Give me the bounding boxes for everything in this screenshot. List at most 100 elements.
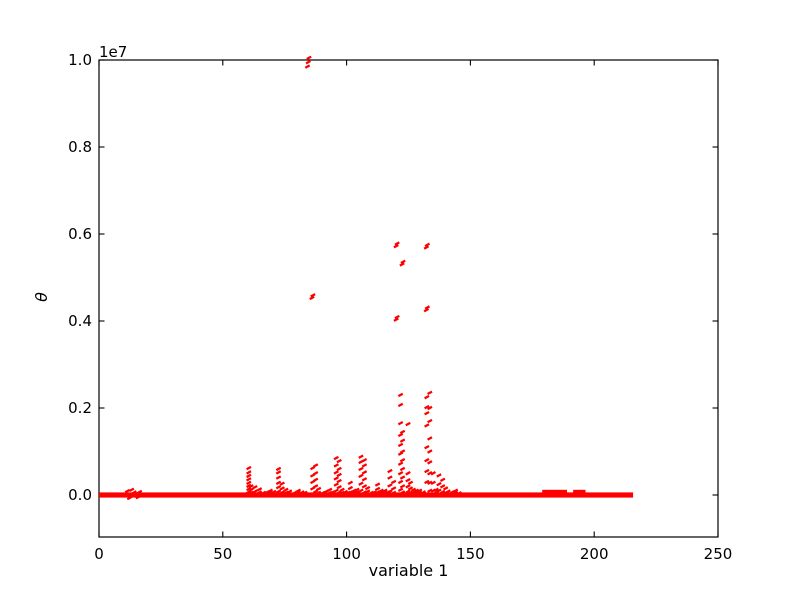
data-point	[333, 482, 339, 487]
data-point	[333, 455, 339, 461]
data-point	[427, 405, 433, 411]
data-point	[126, 495, 133, 501]
data-point	[445, 489, 451, 494]
data-point	[302, 490, 308, 496]
data-point	[124, 488, 131, 494]
data-point	[387, 468, 393, 474]
data-point	[315, 486, 322, 492]
data-point	[305, 59, 311, 65]
data-point	[410, 487, 417, 492]
data-point	[358, 488, 364, 493]
y-axis-offset-label: 1e7	[99, 43, 128, 61]
data-point	[309, 295, 315, 301]
x-tick-label: 200	[580, 545, 609, 563]
data-point	[291, 490, 298, 496]
data-point	[399, 490, 406, 495]
data-point	[256, 487, 263, 492]
data-point	[405, 478, 411, 483]
data-point	[424, 444, 430, 450]
data-point	[394, 241, 400, 246]
data-point	[439, 484, 446, 489]
data-point	[354, 490, 360, 495]
data-point	[405, 421, 411, 427]
data-point	[397, 487, 404, 492]
data-point	[452, 488, 459, 493]
baseline-band	[99, 492, 634, 498]
data-point	[423, 245, 430, 250]
data-point	[358, 481, 364, 486]
data-point	[433, 487, 439, 492]
y-tick-label: 0.8	[68, 138, 92, 156]
data-point	[333, 470, 339, 475]
data-point	[312, 463, 319, 468]
data-point	[336, 458, 342, 464]
data-point	[405, 471, 411, 476]
data-point	[310, 293, 316, 298]
data-point	[279, 481, 285, 486]
y-tick-label: 0.0	[68, 486, 92, 504]
data-point	[382, 488, 388, 493]
y-tick-label: 0.4	[68, 312, 92, 330]
data-point	[397, 392, 404, 398]
data-point	[424, 305, 431, 310]
data-point	[336, 478, 342, 484]
data-point	[275, 484, 282, 490]
data-point	[364, 485, 371, 491]
data-point	[339, 487, 345, 492]
y-tick-label: 0.2	[68, 399, 92, 417]
x-tick-label: 150	[456, 545, 485, 563]
data-point	[423, 307, 430, 313]
data-point	[413, 488, 420, 493]
data-point	[246, 486, 252, 492]
plot-frame	[98, 59, 719, 538]
data-point	[333, 488, 339, 493]
data-point	[387, 483, 393, 488]
data-point	[275, 489, 282, 494]
data-point	[358, 454, 364, 459]
data-point	[424, 411, 430, 416]
data-point	[436, 488, 442, 493]
data-point	[347, 485, 354, 491]
x-tick-label: 0	[94, 545, 104, 563]
data-point	[312, 471, 319, 476]
x-tick-label: 250	[704, 545, 733, 563]
data-point	[427, 418, 433, 424]
data-point	[407, 480, 414, 486]
data-point	[439, 477, 446, 482]
data-point	[393, 317, 399, 322]
x-axis-label: variable 1	[368, 561, 449, 580]
data-point	[407, 486, 414, 491]
data-point	[312, 477, 319, 482]
data-point	[424, 457, 430, 463]
data-point	[405, 489, 411, 494]
data-point	[397, 421, 404, 426]
data-point	[336, 472, 342, 478]
data-point	[135, 494, 141, 500]
data-point	[399, 438, 406, 443]
scatter-series	[99, 55, 634, 501]
data-point	[246, 465, 252, 471]
data-point	[248, 487, 254, 492]
data-point	[361, 484, 368, 489]
data-point	[399, 475, 406, 480]
data-point	[336, 484, 342, 490]
data-point	[424, 394, 430, 400]
data-point	[390, 490, 397, 496]
data-point	[387, 489, 393, 494]
data-point	[397, 442, 404, 448]
data-point	[424, 479, 430, 485]
data-point	[354, 487, 360, 492]
data-point	[333, 463, 339, 468]
data-point	[427, 460, 433, 465]
data-point	[358, 473, 364, 479]
data-point	[416, 488, 423, 493]
data-point	[427, 471, 433, 476]
data-point	[358, 466, 364, 472]
data-point	[390, 479, 397, 485]
data-point	[131, 490, 137, 495]
baseline-thick-segment	[573, 489, 586, 493]
data-point	[246, 483, 252, 489]
data-point	[439, 489, 446, 495]
